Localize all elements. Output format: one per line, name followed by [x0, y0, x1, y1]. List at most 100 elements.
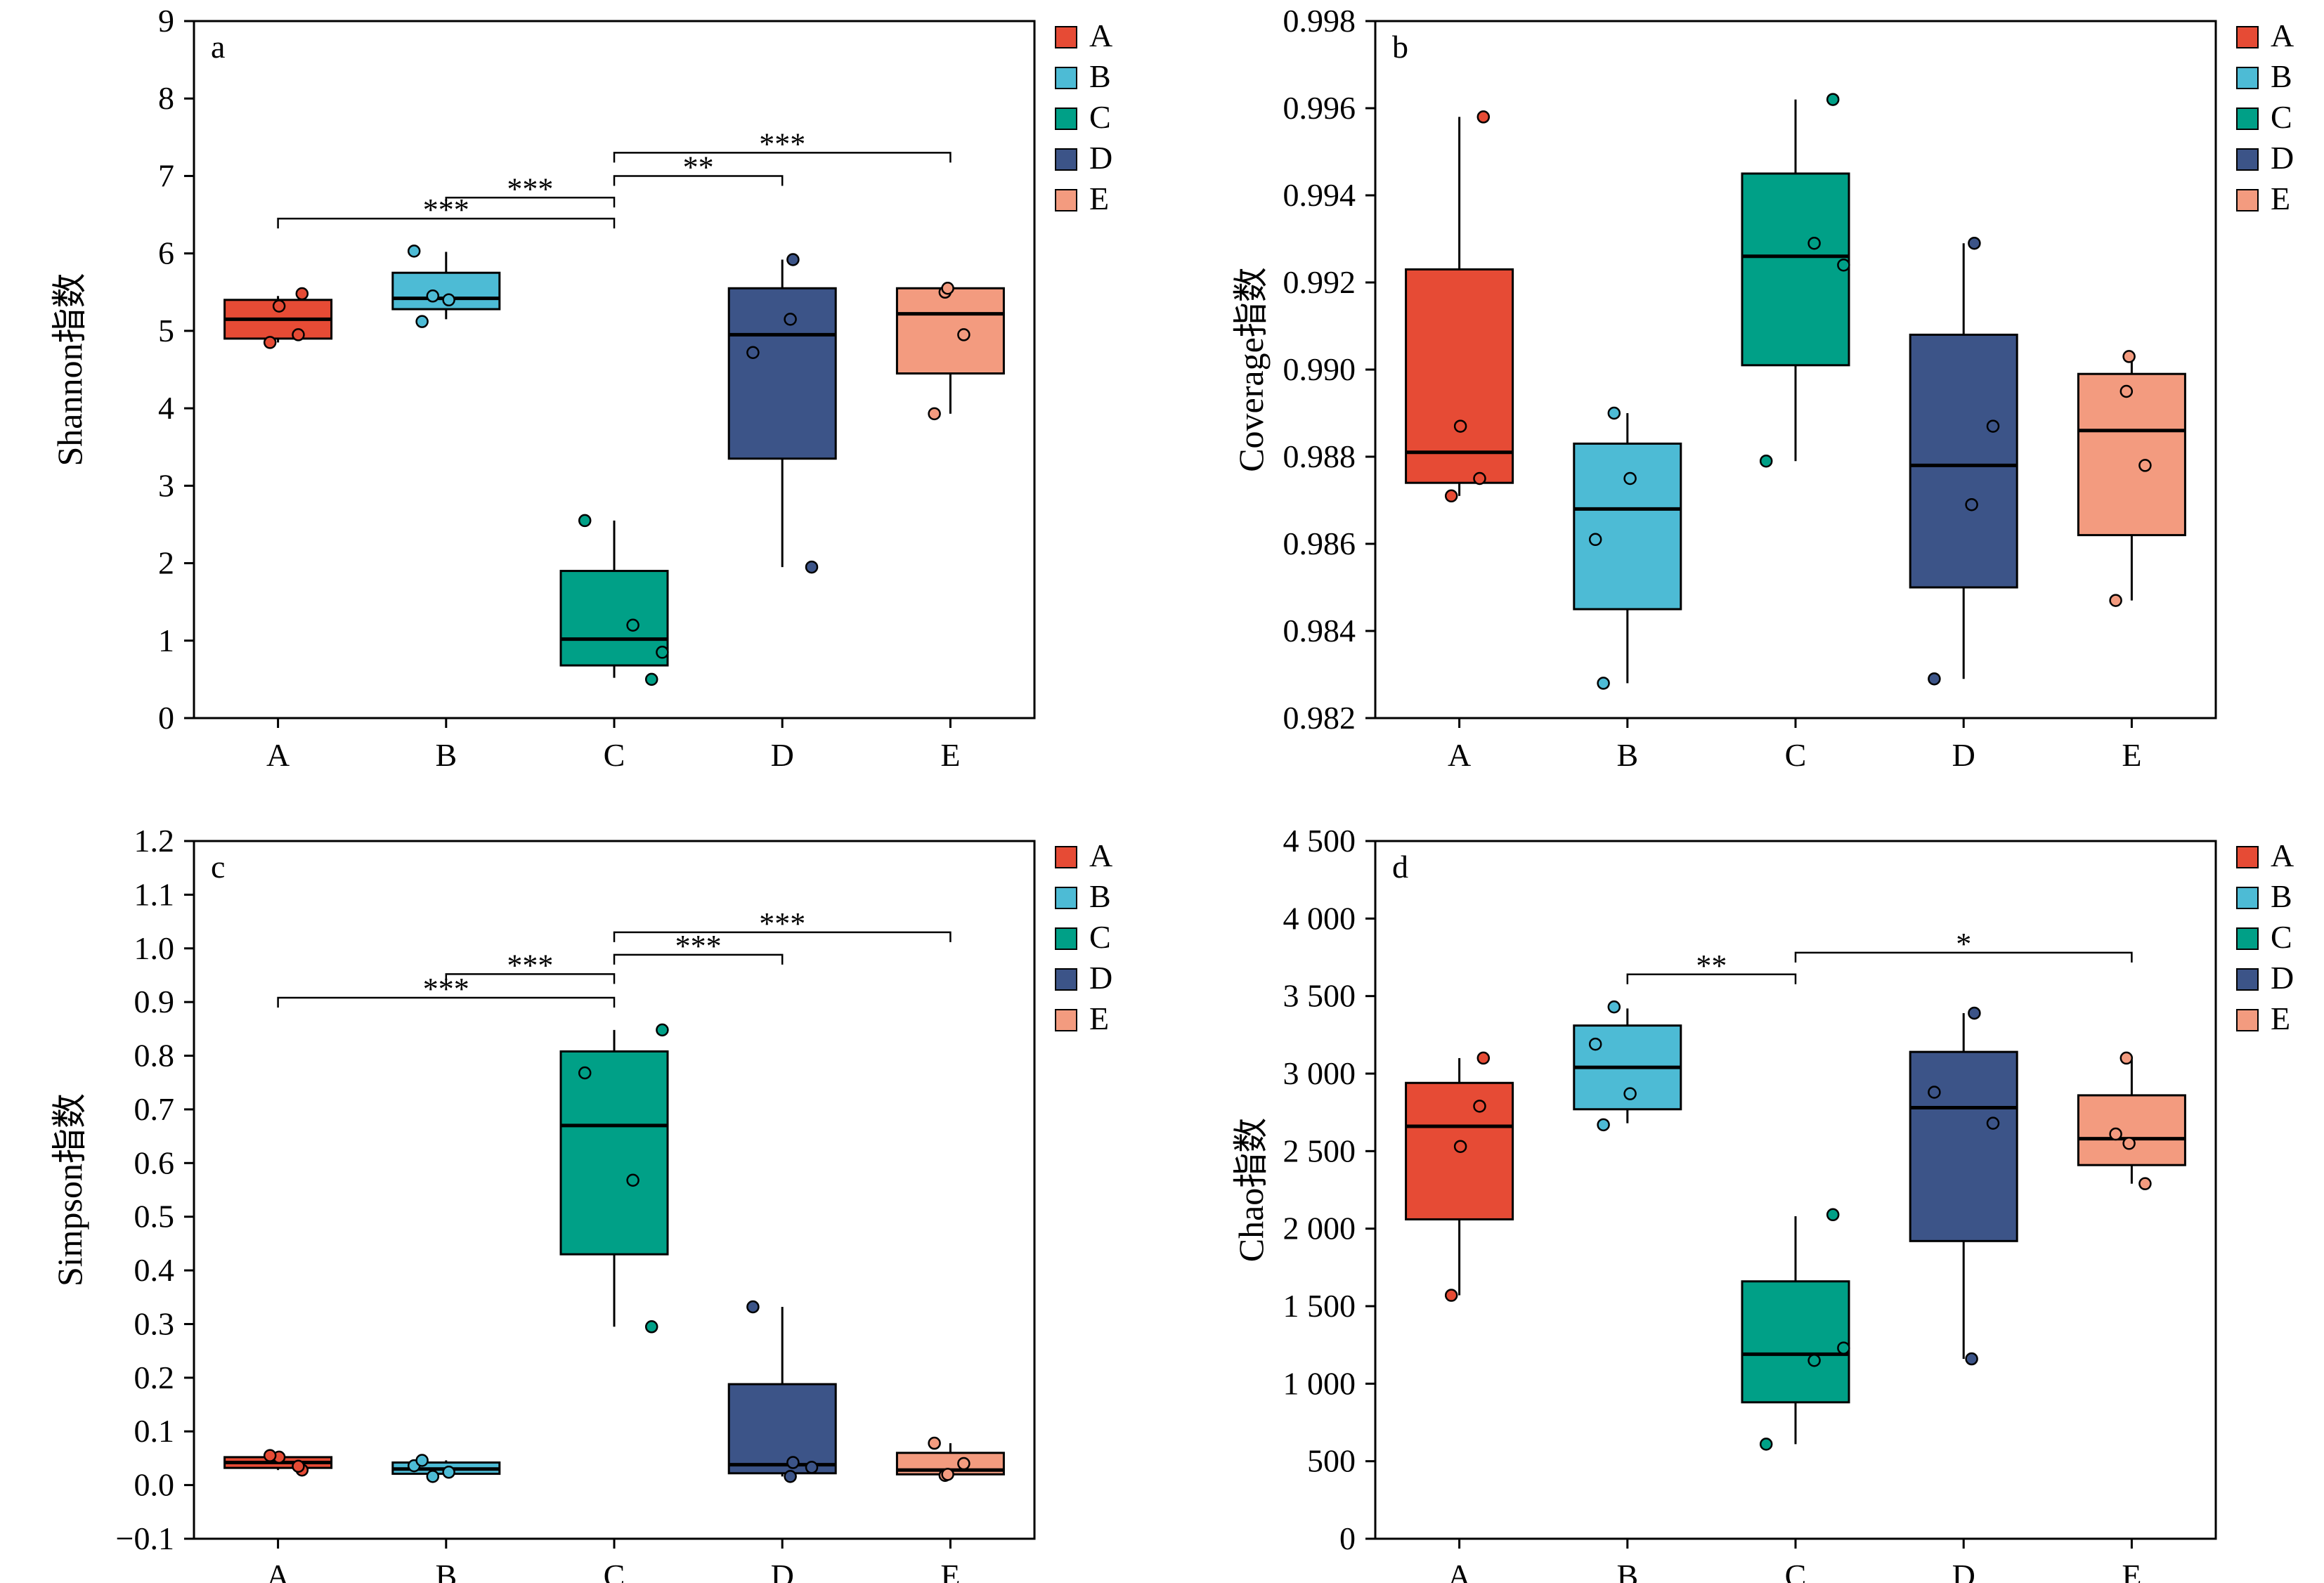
- y-tick-label: 500: [1307, 1443, 1356, 1479]
- data-point: [2109, 594, 2122, 607]
- data-point: [1807, 236, 1821, 250]
- data-point: [1623, 471, 1637, 486]
- x-tick-label: C: [1785, 737, 1807, 773]
- legend-swatch: [1055, 189, 1077, 211]
- data-point: [1476, 1051, 1491, 1065]
- legend-swatch: [1055, 108, 1077, 130]
- box-D: [727, 1300, 837, 1483]
- bracket-line: [445, 197, 616, 208]
- panel-label: a: [211, 29, 225, 65]
- y-tick-label: 0.7: [134, 1091, 175, 1127]
- legend-swatch: [1055, 148, 1077, 171]
- bracket-line: [445, 973, 616, 984]
- data-point: [1759, 1438, 1773, 1451]
- y-tick-label: 0.6: [134, 1145, 175, 1180]
- box-iqr: [559, 570, 669, 667]
- box-C: [559, 1023, 669, 1334]
- legend-swatch: [1055, 846, 1077, 868]
- y-tick-label: 9: [158, 3, 174, 39]
- legend-label: A: [1089, 838, 1112, 873]
- y-tick-label: 0.982: [1283, 700, 1356, 736]
- data-point: [426, 289, 440, 303]
- legend-label: B: [1089, 58, 1111, 94]
- data-point: [656, 1023, 669, 1037]
- legend-label: B: [1089, 878, 1111, 914]
- data-point: [2122, 1137, 2136, 1150]
- y-tick-label: 0.2: [134, 1360, 175, 1395]
- data-point: [1928, 1086, 1941, 1099]
- y-tick-label: 2: [158, 545, 174, 581]
- legend-swatch: [2236, 26, 2259, 48]
- legend-swatch: [2236, 968, 2259, 991]
- box-A: [223, 1449, 333, 1477]
- box-iqr: [2077, 1094, 2186, 1166]
- legend-swatch: [2236, 189, 2259, 211]
- data-point: [1928, 672, 1941, 686]
- legend-label: A: [2271, 838, 2294, 873]
- data-point: [1837, 1341, 1850, 1355]
- legend-label: E: [2271, 1001, 2290, 1036]
- box-A: [1405, 1051, 1514, 1302]
- legend-swatch: [1055, 927, 1077, 950]
- data-point: [442, 1466, 455, 1479]
- data-point: [2119, 1051, 2134, 1065]
- significance-bracket: ***: [613, 929, 784, 965]
- box-iqr: [727, 287, 837, 460]
- y-tick-label: 3 500: [1283, 978, 1356, 1014]
- legend-label: C: [1089, 919, 1111, 955]
- box-iqr: [1741, 172, 1850, 367]
- legend-label: D: [2271, 140, 2294, 176]
- data-point: [407, 245, 421, 258]
- legend-swatch: [2236, 927, 2259, 950]
- y-tick-label: 3: [158, 467, 174, 503]
- legend-swatch: [2236, 887, 2259, 909]
- significance-bracket: **: [613, 150, 784, 186]
- data-point: [784, 313, 797, 326]
- data-point: [292, 328, 305, 341]
- legend-swatch: [1055, 26, 1077, 48]
- data-point: [2138, 459, 2152, 472]
- box-D: [1909, 236, 2018, 686]
- y-tick-label: 0.984: [1283, 613, 1356, 649]
- data-point: [784, 1470, 797, 1483]
- legend-label: E: [2271, 181, 2290, 216]
- x-tick-label: A: [1448, 1558, 1471, 1583]
- x-tick-label: B: [1616, 1558, 1638, 1583]
- data-point: [928, 1436, 941, 1450]
- data-point: [928, 407, 941, 421]
- data-point: [1968, 1006, 1981, 1020]
- significance-label: ***: [759, 126, 805, 161]
- data-point: [805, 1461, 819, 1474]
- data-point: [644, 672, 658, 686]
- data-point: [1588, 1037, 1602, 1051]
- data-point: [746, 1300, 760, 1314]
- data-point: [263, 336, 277, 349]
- y-tick-label: 0.990: [1283, 351, 1356, 387]
- box-iqr: [2077, 372, 2186, 537]
- box-B: [391, 1454, 501, 1483]
- data-point: [295, 287, 309, 301]
- y-tick-label: 0.9: [134, 984, 175, 1019]
- y-tick-label: 1.2: [134, 823, 175, 859]
- legend-label: C: [1089, 99, 1111, 135]
- bracket-line: [613, 953, 784, 965]
- y-tick-label: 4: [158, 390, 174, 426]
- x-tick-label: E: [2122, 737, 2141, 773]
- box-A: [223, 287, 333, 349]
- y-tick-label: 7: [158, 157, 174, 193]
- y-tick-label: 0: [1339, 1520, 1356, 1556]
- data-point: [1476, 110, 1491, 124]
- box-D: [727, 253, 837, 574]
- bracket-line: [613, 931, 952, 942]
- bracket-line: [1794, 951, 2133, 963]
- data-point: [578, 514, 592, 528]
- box-C: [559, 514, 669, 686]
- data-point: [292, 1459, 305, 1473]
- panel-b: 0.982 0.984 0.986 0.988 0.990 0.992 0.994 0.996…: [1231, 3, 2294, 773]
- x-tick-label: C: [1785, 1558, 1807, 1583]
- panel-label: d: [1392, 849, 1408, 885]
- box-iqr: [1909, 1050, 2018, 1242]
- panel-label: c: [211, 849, 225, 885]
- data-point: [644, 1320, 658, 1334]
- data-point: [626, 618, 640, 632]
